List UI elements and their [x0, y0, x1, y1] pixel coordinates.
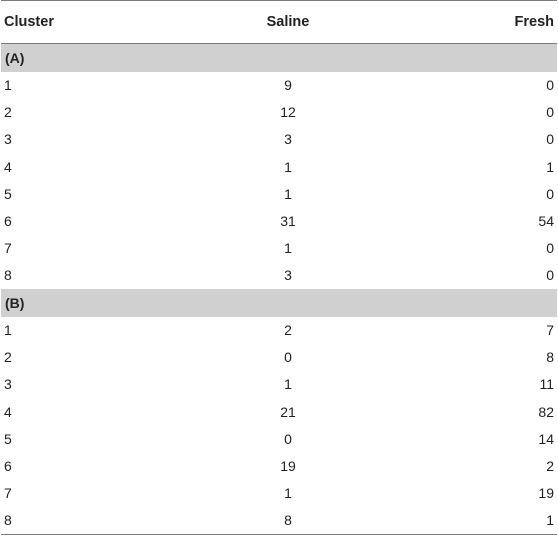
header-fresh: Fresh [514, 14, 555, 30]
fresh-cell: 7 [546, 322, 554, 339]
cluster-cell: 6 [4, 458, 12, 475]
bottom-rule [1, 534, 557, 535]
table-row: 8 3 0 [1, 262, 557, 289]
saline-cell: 8 [284, 512, 292, 529]
saline-cell: 1 [284, 376, 292, 393]
cluster-cell: 8 [4, 512, 12, 529]
saline-cell: 1 [284, 240, 292, 257]
saline-cell: 3 [284, 131, 292, 148]
saline-cell: 1 [284, 158, 292, 175]
table-row: 3 1 11 [1, 371, 557, 398]
fresh-cell: 54 [538, 213, 554, 230]
cluster-cell: 2 [4, 349, 12, 366]
fresh-cell: 14 [538, 430, 554, 447]
saline-cell: 12 [280, 104, 296, 121]
fresh-cell: 8 [546, 349, 554, 366]
fresh-cell: 1 [546, 512, 554, 529]
table-row: 3 3 0 [1, 126, 557, 153]
section-label: (A) [5, 49, 25, 66]
cluster-cell: 3 [4, 376, 12, 393]
header-cluster: Cluster [4, 14, 54, 30]
fresh-cell: 0 [546, 185, 554, 202]
fresh-cell: 0 [546, 131, 554, 148]
saline-cell: 0 [284, 349, 292, 366]
fresh-cell: 2 [546, 458, 554, 475]
saline-cell: 21 [280, 403, 296, 420]
table-row: 4 21 82 [1, 398, 557, 425]
cluster-cell: 7 [4, 240, 12, 257]
table-header-row: Cluster Saline Fresh [1, 1, 557, 43]
cluster-cell: 1 [4, 322, 12, 339]
saline-cell: 19 [280, 458, 296, 475]
header-rule [1, 43, 557, 44]
table-row: 7 1 19 [1, 480, 557, 507]
table-row: 1 2 7 [1, 317, 557, 344]
cluster-cell: 8 [4, 267, 12, 284]
cluster-cell: 4 [4, 403, 12, 420]
fresh-cell: 0 [546, 77, 554, 94]
saline-cell: 3 [284, 267, 292, 284]
table-row: 2 0 8 [1, 344, 557, 371]
top-rule [1, 0, 557, 1]
fresh-cell: 82 [538, 403, 554, 420]
saline-cell: 1 [284, 485, 292, 502]
saline-cell: 9 [284, 77, 292, 94]
fresh-cell: 19 [538, 485, 554, 502]
fresh-cell: 0 [546, 267, 554, 284]
fresh-cell: 11 [539, 376, 554, 393]
section-header-a: (A) [1, 44, 557, 72]
saline-cell: 1 [284, 185, 292, 202]
fresh-cell: 0 [546, 104, 554, 121]
table-row: 7 1 0 [1, 235, 557, 262]
section-label: (B) [5, 294, 25, 311]
cluster-cell: 7 [4, 485, 12, 502]
table-row: 2 12 0 [1, 99, 557, 126]
header-saline: Saline [266, 14, 310, 30]
fresh-cell: 1 [546, 158, 554, 175]
saline-cell: 0 [284, 430, 292, 447]
saline-cell: 2 [284, 322, 292, 339]
table-row: 4 1 1 [1, 153, 557, 180]
cluster-cell: 1 [4, 77, 12, 94]
section-header-b: (B) [1, 289, 557, 317]
cluster-cell: 5 [4, 185, 12, 202]
table-row: 1 9 0 [1, 72, 557, 99]
table-row: 8 8 1 [1, 507, 557, 534]
cluster-cell: 4 [4, 158, 12, 175]
table-row: 5 0 14 [1, 425, 557, 452]
table-row: 6 19 2 [1, 452, 557, 479]
cluster-cell: 2 [4, 104, 12, 121]
cluster-cell: 6 [4, 213, 12, 230]
fresh-cell: 0 [546, 240, 554, 257]
cluster-cell: 3 [4, 131, 12, 148]
table-row: 5 1 0 [1, 180, 557, 207]
saline-cell: 31 [280, 213, 296, 230]
table-row: 6 31 54 [1, 207, 557, 234]
cluster-cell: 5 [4, 430, 12, 447]
